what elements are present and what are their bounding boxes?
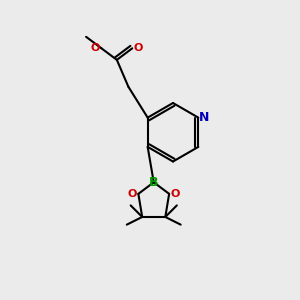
Text: O: O	[91, 43, 100, 53]
Text: O: O	[171, 189, 180, 199]
Text: O: O	[128, 189, 137, 199]
Text: B: B	[149, 176, 158, 189]
Text: O: O	[134, 43, 143, 53]
Text: N: N	[199, 111, 210, 124]
